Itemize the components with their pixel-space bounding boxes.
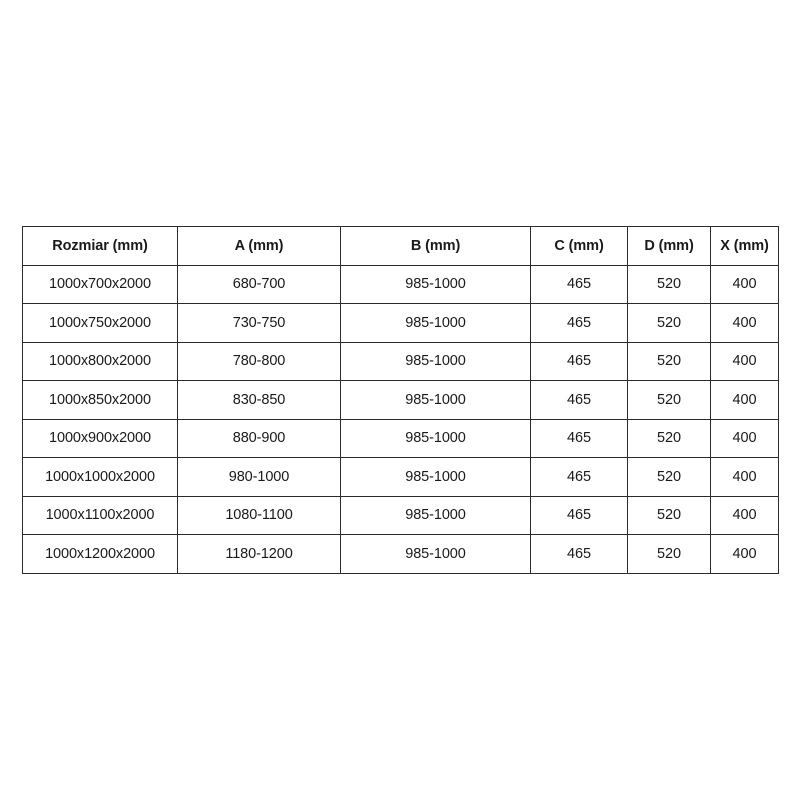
cell-rozmiar: 1000x1200x2000 [22, 534, 178, 574]
table-row: 1000x900x2000 880-900 985-1000 465 520 4… [22, 418, 779, 458]
table-row: 1000x1100x2000 1080-1100 985-1000 465 52… [22, 495, 779, 535]
cell-b: 985-1000 [340, 341, 531, 381]
cell-c: 465 [530, 380, 628, 420]
table-row: 1000x1200x2000 1180-1200 985-1000 465 52… [22, 534, 779, 574]
table-body: 1000x700x2000 680-700 985-1000 465 520 4… [22, 264, 779, 574]
cell-rozmiar: 1000x750x2000 [22, 303, 178, 343]
cell-b: 985-1000 [340, 457, 531, 497]
cell-a: 1180-1200 [177, 534, 341, 574]
table-row: 1000x750x2000 730-750 985-1000 465 520 4… [22, 303, 779, 343]
cell-x: 400 [710, 457, 779, 497]
table-row: 1000x800x2000 780-800 985-1000 465 520 4… [22, 341, 779, 381]
table-row: 1000x850x2000 830-850 985-1000 465 520 4… [22, 380, 779, 420]
specification-table-container: Rozmiar (mm) A (mm) B (mm) C (mm) D (mm)… [22, 226, 779, 574]
cell-b: 985-1000 [340, 380, 531, 420]
column-header-d: D (mm) [627, 226, 711, 266]
cell-a: 980-1000 [177, 457, 341, 497]
cell-x: 400 [710, 495, 779, 535]
cell-x: 400 [710, 534, 779, 574]
cell-b: 985-1000 [340, 534, 531, 574]
cell-c: 465 [530, 418, 628, 458]
cell-d: 520 [627, 534, 711, 574]
cell-a: 680-700 [177, 264, 341, 304]
cell-a: 880-900 [177, 418, 341, 458]
cell-d: 520 [627, 418, 711, 458]
cell-c: 465 [530, 264, 628, 304]
cell-d: 520 [627, 303, 711, 343]
cell-d: 520 [627, 380, 711, 420]
cell-rozmiar: 1000x1000x2000 [22, 457, 178, 497]
cell-d: 520 [627, 495, 711, 535]
cell-c: 465 [530, 303, 628, 343]
cell-x: 400 [710, 341, 779, 381]
cell-d: 520 [627, 341, 711, 381]
cell-x: 400 [710, 418, 779, 458]
cell-rozmiar: 1000x850x2000 [22, 380, 178, 420]
cell-a: 730-750 [177, 303, 341, 343]
cell-x: 400 [710, 264, 779, 304]
cell-c: 465 [530, 457, 628, 497]
table-header-row: Rozmiar (mm) A (mm) B (mm) C (mm) D (mm)… [22, 226, 779, 266]
cell-d: 520 [627, 264, 711, 304]
cell-d: 520 [627, 457, 711, 497]
cell-rozmiar: 1000x700x2000 [22, 264, 178, 304]
column-header-b: B (mm) [340, 226, 531, 266]
cell-b: 985-1000 [340, 264, 531, 304]
cell-rozmiar: 1000x800x2000 [22, 341, 178, 381]
column-header-rozmiar: Rozmiar (mm) [22, 226, 178, 266]
cell-c: 465 [530, 495, 628, 535]
table-row: 1000x1000x2000 980-1000 985-1000 465 520… [22, 457, 779, 497]
cell-a: 1080-1100 [177, 495, 341, 535]
cell-c: 465 [530, 534, 628, 574]
cell-a: 830-850 [177, 380, 341, 420]
cell-b: 985-1000 [340, 495, 531, 535]
cell-x: 400 [710, 380, 779, 420]
column-header-c: C (mm) [530, 226, 628, 266]
column-header-a: A (mm) [177, 226, 341, 266]
cell-rozmiar: 1000x900x2000 [22, 418, 178, 458]
cell-rozmiar: 1000x1100x2000 [22, 495, 178, 535]
cell-b: 985-1000 [340, 418, 531, 458]
cell-b: 985-1000 [340, 303, 531, 343]
column-header-x: X (mm) [710, 226, 779, 266]
cell-a: 780-800 [177, 341, 341, 381]
table-header: Rozmiar (mm) A (mm) B (mm) C (mm) D (mm)… [22, 226, 779, 266]
specification-table: Rozmiar (mm) A (mm) B (mm) C (mm) D (mm)… [22, 226, 779, 574]
cell-c: 465 [530, 341, 628, 381]
table-row: 1000x700x2000 680-700 985-1000 465 520 4… [22, 264, 779, 304]
cell-x: 400 [710, 303, 779, 343]
